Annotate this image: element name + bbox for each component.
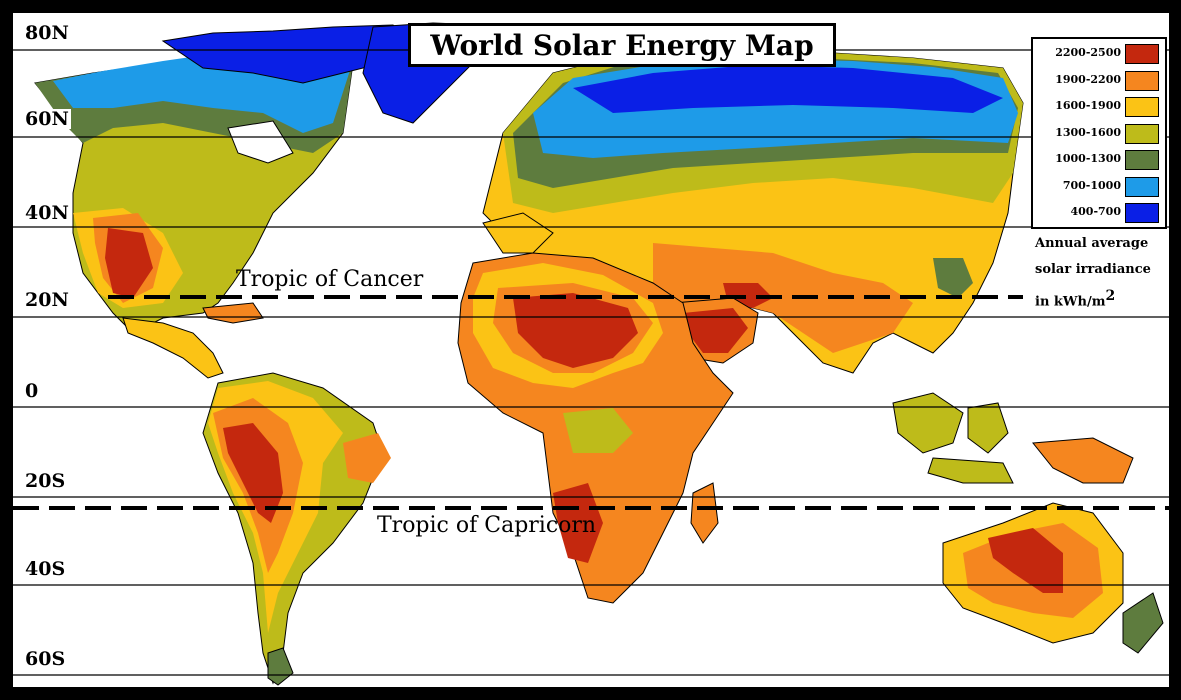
legend-item-label: 1600-1900 <box>1055 99 1121 112</box>
region-southeast-asia <box>892 392 1134 484</box>
legend-caption-line-3: in kWh/m2 <box>1035 283 1169 315</box>
latitude-label-40n: 40N <box>23 202 71 224</box>
legend-caption-line-2: solar irradiance <box>1035 262 1151 277</box>
legend-item: 2200-2500 <box>1037 43 1161 65</box>
legend-item-swatch <box>1125 176 1159 197</box>
legend-item-label: 2200-2500 <box>1055 46 1121 59</box>
legend-item-swatch <box>1125 123 1159 144</box>
latitude-label-60n: 60N <box>23 108 71 130</box>
legend-caption-unit: in kWh/m <box>1035 294 1106 310</box>
legend-item: 700-1000 <box>1037 176 1161 198</box>
legend-item-swatch <box>1125 44 1159 64</box>
map-panel: 80N 60N 40N 20N 0 20S 40S 60S World Sola… <box>13 13 1169 687</box>
latitude-label-0: 0 <box>23 380 41 402</box>
legend-item-label: 700-1000 <box>1062 178 1121 192</box>
latitude-label-40s: 40S <box>23 558 68 580</box>
latitude-label-60s: 60S <box>23 648 68 670</box>
legend-item-swatch <box>1125 150 1159 170</box>
legend-caption-superscript: 2 <box>1105 288 1116 304</box>
legend-item: 1300-1600 <box>1037 123 1161 145</box>
legend-item-swatch <box>1125 97 1159 117</box>
region-eurasia <box>482 47 1024 374</box>
legend-item: 1600-1900 <box>1037 96 1161 118</box>
legend: 2200-2500 1900-2200 1600-1900 1300-1600 1000… <box>1031 37 1167 229</box>
tropic-of-cancer-label: Tropic of Cancer <box>236 267 424 292</box>
region-south-america <box>202 372 391 686</box>
legend-item-label: 1300-1600 <box>1055 125 1121 139</box>
tropic-of-capricorn-label: Tropic of Capricorn <box>377 513 597 538</box>
legend-caption: Annual average solar irradiance in kWh/m… <box>1035 231 1169 315</box>
latitude-label-20s: 20S <box>23 470 68 492</box>
world-map <box>13 22 1169 686</box>
region-north-america <box>34 24 414 379</box>
map-title: World Solar Energy Map <box>408 23 836 67</box>
legend-item-label: 1000-1300 <box>1055 152 1121 165</box>
latitude-label-80n: 80N <box>23 22 71 44</box>
legend-caption-line-1: Annual average <box>1035 236 1149 251</box>
legend-item: 1900-2200 <box>1037 70 1161 92</box>
legend-item-swatch <box>1125 203 1159 223</box>
legend-item-swatch <box>1125 70 1159 91</box>
legend-item-label: 1900-2200 <box>1055 72 1121 86</box>
region-africa <box>457 252 734 604</box>
legend-item-label: 400-700 <box>1070 205 1122 218</box>
legend-item: 1000-1300 <box>1037 149 1161 171</box>
latitude-label-20n: 20N <box>23 289 71 311</box>
region-australia <box>942 502 1164 654</box>
legend-item: 400-700 <box>1037 202 1161 224</box>
